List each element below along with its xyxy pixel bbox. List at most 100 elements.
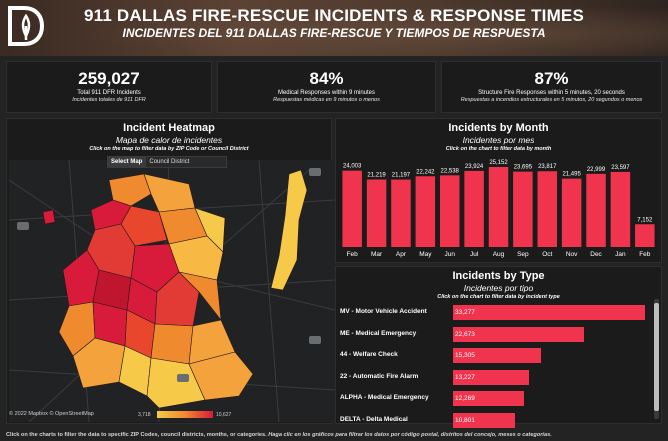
scrollbar-thumb[interactable] (654, 303, 659, 411)
month-bar[interactable] (513, 171, 533, 247)
month-value-label: 21,197 (392, 173, 411, 179)
type-title: Incidents by Type (452, 270, 545, 282)
kpi-label-es: Respuestas médicas en 9 minutos o menos (273, 97, 380, 103)
type-bar[interactable] (453, 348, 542, 363)
kpi-value: 259,027 (78, 69, 140, 88)
month-value-label: 23,924 (465, 164, 484, 170)
district-region (108, 173, 152, 207)
month-bar[interactable] (537, 171, 558, 247)
month-bar-chart[interactable]: 24,003 Feb 21,219 Mar 21,197 Apr 22,242 May 22,5… (336, 119, 668, 267)
map-attribution[interactable]: © 2022 Mapbox © OpenStreetMap (9, 411, 94, 417)
type-category-label: DELTA - Delta Medical (340, 415, 408, 423)
legend-max-label: 10,627 (216, 412, 232, 418)
month-bar[interactable] (464, 170, 484, 247)
page-title: 911 DALLAS FIRE-RESCUE INCIDENTS & RESPO… (83, 6, 585, 25)
footer-note: Click on the charts to filter the data t… (6, 432, 666, 438)
month-bar[interactable] (366, 179, 387, 247)
type-value-label: 13,227 (455, 373, 475, 381)
type-bar[interactable] (453, 391, 524, 406)
district-region (270, 169, 308, 291)
kpi-value: 87% (534, 69, 569, 88)
month-tick-label: Jan (615, 251, 626, 258)
month-tick-label: Feb (347, 251, 359, 258)
month-tick-label: Feb (639, 251, 651, 258)
month-value-label: 22,538 (441, 168, 460, 174)
month-tick-label: Oct (542, 251, 552, 258)
month-value-label: 22,242 (416, 169, 435, 175)
legend-min-label: 3,718 (138, 412, 151, 418)
month-bar[interactable] (342, 170, 362, 247)
type-row[interactable]: 22 - Automatic Fire Alarm 13,227 (340, 369, 655, 386)
kpi-label-es: Incidentes totales de 911 DFR (72, 97, 146, 103)
month-value-label: 23,817 (538, 164, 557, 170)
footer-text-es: Haga clic en los gráficos para filtrar l… (268, 432, 552, 438)
heatmap-note: Click on the map to filter data by ZIP C… (89, 146, 249, 152)
district-region (146, 357, 206, 409)
kpi-label-es: Respuestas a incendios estructurales en … (460, 97, 643, 103)
month-bar[interactable] (439, 175, 460, 247)
type-bar[interactable] (453, 305, 645, 320)
type-scrollbar[interactable] (654, 299, 659, 419)
month-tick-label: Dec (590, 251, 602, 258)
type-category-label: 44 - Welfare Check (340, 351, 398, 358)
district-region (143, 173, 196, 213)
type-value-label: 15,305 (455, 352, 475, 359)
month-bar[interactable] (610, 171, 631, 247)
month-tick-label: May (419, 251, 432, 258)
select-map-value[interactable]: Council District (146, 157, 226, 167)
heatmap-map[interactable] (9, 160, 335, 422)
month-bar[interactable] (488, 167, 509, 247)
type-value-label: 33,277 (455, 309, 475, 316)
type-row[interactable]: ME - Medical Emergency 22,673 (340, 326, 655, 343)
type-value-label: 12,269 (455, 395, 475, 402)
type-row[interactable]: 44 - Welfare Check 15,305 (340, 348, 655, 364)
select-map-label: Select Map (111, 159, 143, 165)
month-bar[interactable] (415, 176, 436, 247)
select-map-dropdown[interactable]: Select Map Council District (107, 156, 227, 168)
type-note: Click on the chart to filter data by inc… (437, 294, 560, 300)
month-value-label: 24,003 (343, 164, 362, 170)
month-value-label: 25,152 (489, 160, 508, 166)
month-value-label: 23,695 (514, 165, 533, 171)
month-note: Click on the chart to filter data by mon… (445, 146, 552, 152)
month-value-label: 23,597 (611, 165, 630, 171)
district-region (188, 351, 254, 401)
type-row[interactable]: ALPHA - Medical Emergency 12,269 (340, 391, 655, 407)
month-bar[interactable] (391, 179, 411, 247)
month-bar[interactable] (586, 173, 606, 247)
heatmap-panel: Incident Heatmap Mapa de calor de incide… (6, 118, 335, 424)
type-value-label: 10,801 (455, 416, 475, 424)
type-category-label: ME - Medical Emergency (340, 329, 417, 337)
month-value-label: 7,152 (637, 217, 653, 223)
district-region (150, 323, 194, 365)
type-value-label: 22,673 (455, 330, 475, 338)
month-tick-label: Aug (493, 251, 505, 258)
month-subtitle: Incidentes por mes (462, 135, 535, 145)
type-bar[interactable] (453, 326, 584, 342)
type-row[interactable]: MV - Motor Vehicle Accident 33,277 (340, 305, 655, 321)
color-legend-bar (157, 411, 213, 418)
heatmap-subtitle: Mapa de calor de incidentes (115, 135, 223, 145)
type-subtitle: Incidentes por tipo (463, 283, 534, 293)
month-tick-label: Nov (566, 251, 578, 258)
kpi-medical-responses: 84% Medical Responses within 9 minutes R… (217, 61, 436, 113)
footer-text: Click on the charts to filter the data t… (6, 432, 267, 438)
type-category-label: MV - Motor Vehicle Accident (340, 308, 427, 315)
type-category-label: 22 - Automatic Fire Alarm (340, 372, 419, 380)
type-bar[interactable] (453, 369, 530, 385)
type-row[interactable]: DELTA - Delta Medical 10,801 (340, 412, 655, 429)
month-value-label: 22,999 (587, 167, 606, 173)
month-bar[interactable] (635, 224, 655, 247)
month-bar[interactable] (561, 178, 582, 247)
kpi-structure-fire-responses: 87% Structure Fire Responses within 5 mi… (441, 61, 662, 113)
kpi-value: 84% (309, 69, 344, 88)
month-panel: Incidents by Month Incidentes por mes Cl… (335, 118, 662, 263)
month-tick-label: Jul (470, 251, 479, 258)
month-value-label: 21,219 (367, 173, 386, 179)
kpi-total-incidents: 259,027 Total 911 DFR Incidents Incident… (6, 61, 212, 113)
type-bar[interactable] (453, 412, 516, 428)
kpi-label: Total 911 DFR Incidents (77, 90, 141, 96)
map-canvas[interactable] (9, 160, 335, 422)
type-category-label: ALPHA - Medical Emergency (340, 394, 429, 401)
month-tick-label: Apr (396, 251, 407, 258)
